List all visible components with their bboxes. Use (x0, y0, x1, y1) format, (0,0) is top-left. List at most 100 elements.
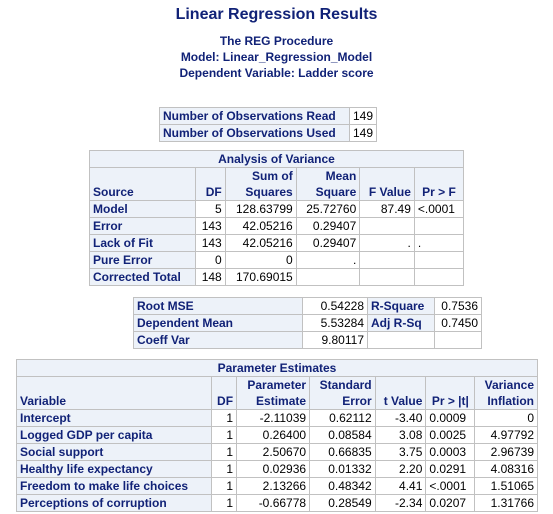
anova-f-cell: 87.49 (359, 200, 415, 218)
param-se-cell: 0.48342 (309, 477, 376, 495)
anova-df-cell: 143 (194, 234, 226, 252)
fit-value-cell: 0.54228 (302, 297, 368, 315)
param-estimate-cell: 2.13266 (236, 477, 311, 495)
param-estimate-cell: 2.50670 (236, 443, 311, 461)
param-p-cell: 0.0207 (425, 494, 476, 512)
anova-header-f: F Value (359, 167, 415, 201)
anova-p-cell: <.0001 (413, 200, 465, 218)
fit-label-cell: Coeff Var (133, 331, 303, 349)
anova-p-cell (413, 217, 465, 235)
fit-label-cell (367, 331, 435, 349)
param-t-cell: 4.41 (374, 477, 427, 495)
anova-ss-cell: 170.69015 (224, 268, 297, 286)
param-vif-cell: 2.96739 (474, 443, 538, 461)
param-df-cell: 1 (210, 443, 238, 461)
table-row: Dependent Mean 5.53284 Adj R-Sq 0.7450 (133, 314, 482, 332)
table-row: Error 143 42.05216 0.29407 (89, 217, 465, 235)
anova-f-cell: . (359, 234, 415, 252)
param-vif-cell: 1.31766 (474, 494, 538, 512)
anova-ms-cell: 0.29407 (295, 234, 361, 252)
anova-ms-cell: 25.72760 (295, 200, 361, 218)
anova-header-source: Source (89, 167, 196, 201)
param-variable-cell: Intercept (16, 409, 212, 427)
param-t-cell: -2.34 (374, 494, 427, 512)
params-header-estimate-bottom: Estimate (236, 393, 311, 410)
anova-df-cell: 0 (194, 251, 226, 269)
param-p-cell: <.0001 (425, 477, 476, 495)
table-row: Freedom to make life choices 1 2.13266 0.48… (16, 477, 538, 495)
anova-f-cell (359, 251, 415, 269)
param-p-cell: 0.0025 (425, 426, 476, 444)
table-row: Coeff Var 9.80117 (133, 331, 482, 349)
param-p-cell: 0.0009 (425, 409, 476, 427)
anova-ms-cell: . (295, 251, 361, 269)
table-row: Number of Observations Used 149 (159, 124, 378, 142)
anova-p-cell (413, 251, 465, 269)
anova-header-ss-top: Sum of (224, 167, 297, 184)
table-row: Root MSE 0.54228 R-Square 0.7536 (133, 297, 482, 315)
anova-ss-cell: 128.63799 (224, 200, 297, 218)
params-header-variable: Variable (16, 376, 212, 410)
anova-ms-cell (295, 268, 361, 286)
anova-caption: Analysis of Variance (89, 150, 464, 168)
param-estimate-cell: -2.11039 (236, 409, 311, 427)
anova-ss-cell: 0 (224, 251, 297, 269)
fit-value-cell: 0.7536 (434, 297, 482, 315)
parameter-estimates-table: Parameter Estimates Variable DF Paramete… (16, 359, 538, 512)
table-row: Pure Error 0 0. (89, 251, 465, 269)
param-variable-cell: Perceptions of corruption (16, 494, 212, 512)
anova-df-cell: 143 (194, 217, 226, 235)
params-header-se-top: Standard (309, 376, 376, 393)
param-df-cell: 1 (210, 494, 238, 512)
param-estimate-cell: 0.02936 (236, 460, 311, 478)
anova-df-cell: 148 (194, 268, 226, 286)
anova-source-cell: Lack of Fit (89, 234, 196, 252)
param-variable-cell: Social support (16, 443, 212, 461)
param-variable-cell: Healthy life expectancy (16, 460, 212, 478)
observations-used-label: Number of Observations Used (159, 124, 350, 142)
param-variable-cell: Logged GDP per capita (16, 426, 212, 444)
params-caption: Parameter Estimates (16, 359, 538, 377)
param-vif-cell: 1.51065 (474, 477, 538, 495)
param-df-cell: 1 (210, 460, 238, 478)
param-t-cell: -3.40 (374, 409, 427, 427)
fit-label-cell: Root MSE (133, 297, 303, 315)
param-se-cell: 0.08584 (309, 426, 376, 444)
param-se-cell: 0.66835 (309, 443, 376, 461)
anova-header-ss-bottom: Squares (224, 184, 297, 201)
fit-label-cell: Dependent Mean (133, 314, 303, 332)
param-estimate-cell: -0.66778 (236, 494, 311, 512)
anova-source-cell: Corrected Total (89, 268, 196, 286)
anova-table: Analysis of Variance Source DF Sum of Me… (89, 150, 465, 286)
table-row: Lack of Fit 143 42.05216 0.29407.. (89, 234, 465, 252)
anova-header-p: Pr > F (413, 167, 465, 201)
param-t-cell: 2.20 (374, 460, 427, 478)
params-header-t: t Value (374, 376, 427, 410)
fit-label-cell: R-Square (367, 297, 435, 315)
fit-statistics-table: Root MSE 0.54228 R-Square 0.7536 Dependent M… (133, 297, 482, 349)
table-row: Perceptions of corruption 1 -0.66778 0.2854… (16, 494, 538, 512)
anova-p-cell (413, 268, 465, 286)
anova-source-cell: Model (89, 200, 196, 218)
table-row: Corrected Total 148 170.69015 (89, 268, 465, 286)
param-se-cell: 0.62112 (309, 409, 376, 427)
anova-header-df: DF (194, 167, 226, 201)
fit-value-cell: 9.80117 (302, 331, 368, 349)
table-row: Logged GDP per capita 1 0.26400 0.08584 3.08… (16, 426, 538, 444)
fit-value-cell (434, 331, 482, 349)
param-t-cell: 3.75 (374, 443, 427, 461)
procedure-label: The REG Procedure (219, 34, 334, 48)
param-df-cell: 1 (210, 409, 238, 427)
anova-ss-cell: 42.05216 (224, 234, 297, 252)
anova-source-cell: Pure Error (89, 251, 196, 269)
fit-value-cell: 5.53284 (302, 314, 368, 332)
param-se-cell: 0.01332 (309, 460, 376, 478)
param-se-cell: 0.28549 (309, 494, 376, 512)
param-p-cell: 0.0291 (425, 460, 476, 478)
param-vif-cell: 4.08316 (474, 460, 538, 478)
anova-ms-cell: 0.29407 (295, 217, 361, 235)
param-df-cell: 1 (210, 426, 238, 444)
anova-p-cell: . (413, 234, 465, 252)
param-t-cell: 3.08 (374, 426, 427, 444)
table-row: Number of Observations Read 149 (159, 107, 378, 125)
